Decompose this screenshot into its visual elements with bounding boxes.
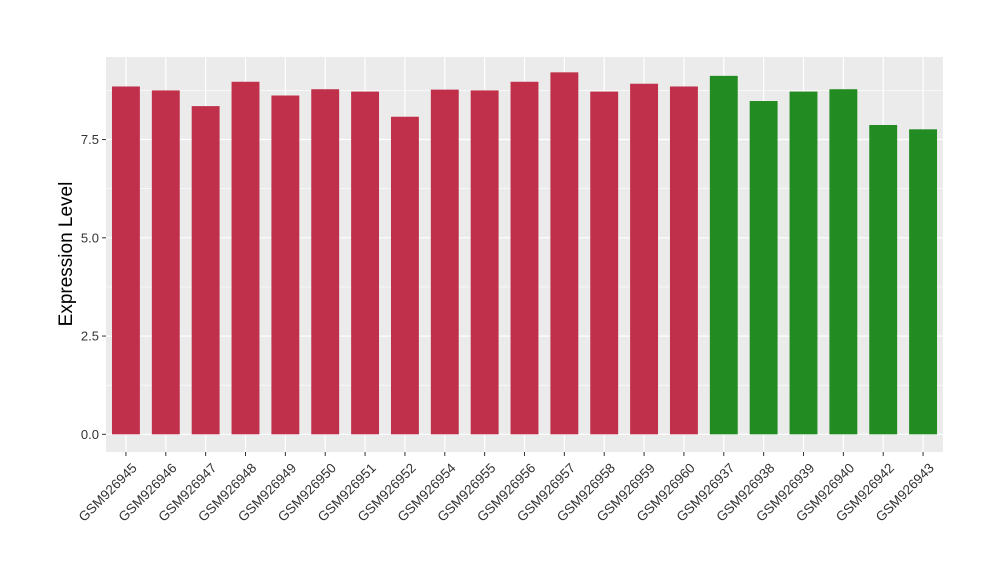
bar-GSM926945 <box>111 86 140 435</box>
bar-GSM926947 <box>191 106 220 435</box>
bar-GSM926951 <box>351 91 380 435</box>
y-tick-label: 5.0 <box>81 230 99 245</box>
bar-GSM926943 <box>909 129 938 435</box>
y-axis: 0.0 2.5 5.0 7.5 <box>81 132 106 442</box>
y-tick-label: 2.5 <box>81 329 99 344</box>
bar-GSM926938 <box>749 101 778 435</box>
bars <box>111 72 938 435</box>
bar-GSM926956 <box>510 81 539 435</box>
bar-GSM926960 <box>669 86 698 435</box>
bar-GSM926949 <box>271 95 300 435</box>
bar-GSM926942 <box>869 124 898 435</box>
y-tick-label: 7.5 <box>81 132 99 147</box>
bar-GSM926946 <box>151 90 180 435</box>
bar-GSM926952 <box>390 116 419 435</box>
x-axis: GSM926945GSM926946GSM926947GSM926948GSM9… <box>76 452 937 525</box>
bar-GSM926940 <box>829 89 858 435</box>
bar-GSM926957 <box>550 72 579 435</box>
bar-GSM926955 <box>470 90 499 435</box>
y-tick-label: 0.0 <box>81 427 99 442</box>
bar-GSM926948 <box>231 81 260 435</box>
bar-GSM926958 <box>590 91 619 435</box>
bar-GSM926950 <box>311 89 340 435</box>
bar-GSM926954 <box>430 89 459 435</box>
y-axis-label: Expression Level <box>56 182 77 327</box>
bar-GSM926939 <box>789 91 818 435</box>
bar-GSM926959 <box>630 83 659 435</box>
bar-GSM926937 <box>709 75 738 435</box>
